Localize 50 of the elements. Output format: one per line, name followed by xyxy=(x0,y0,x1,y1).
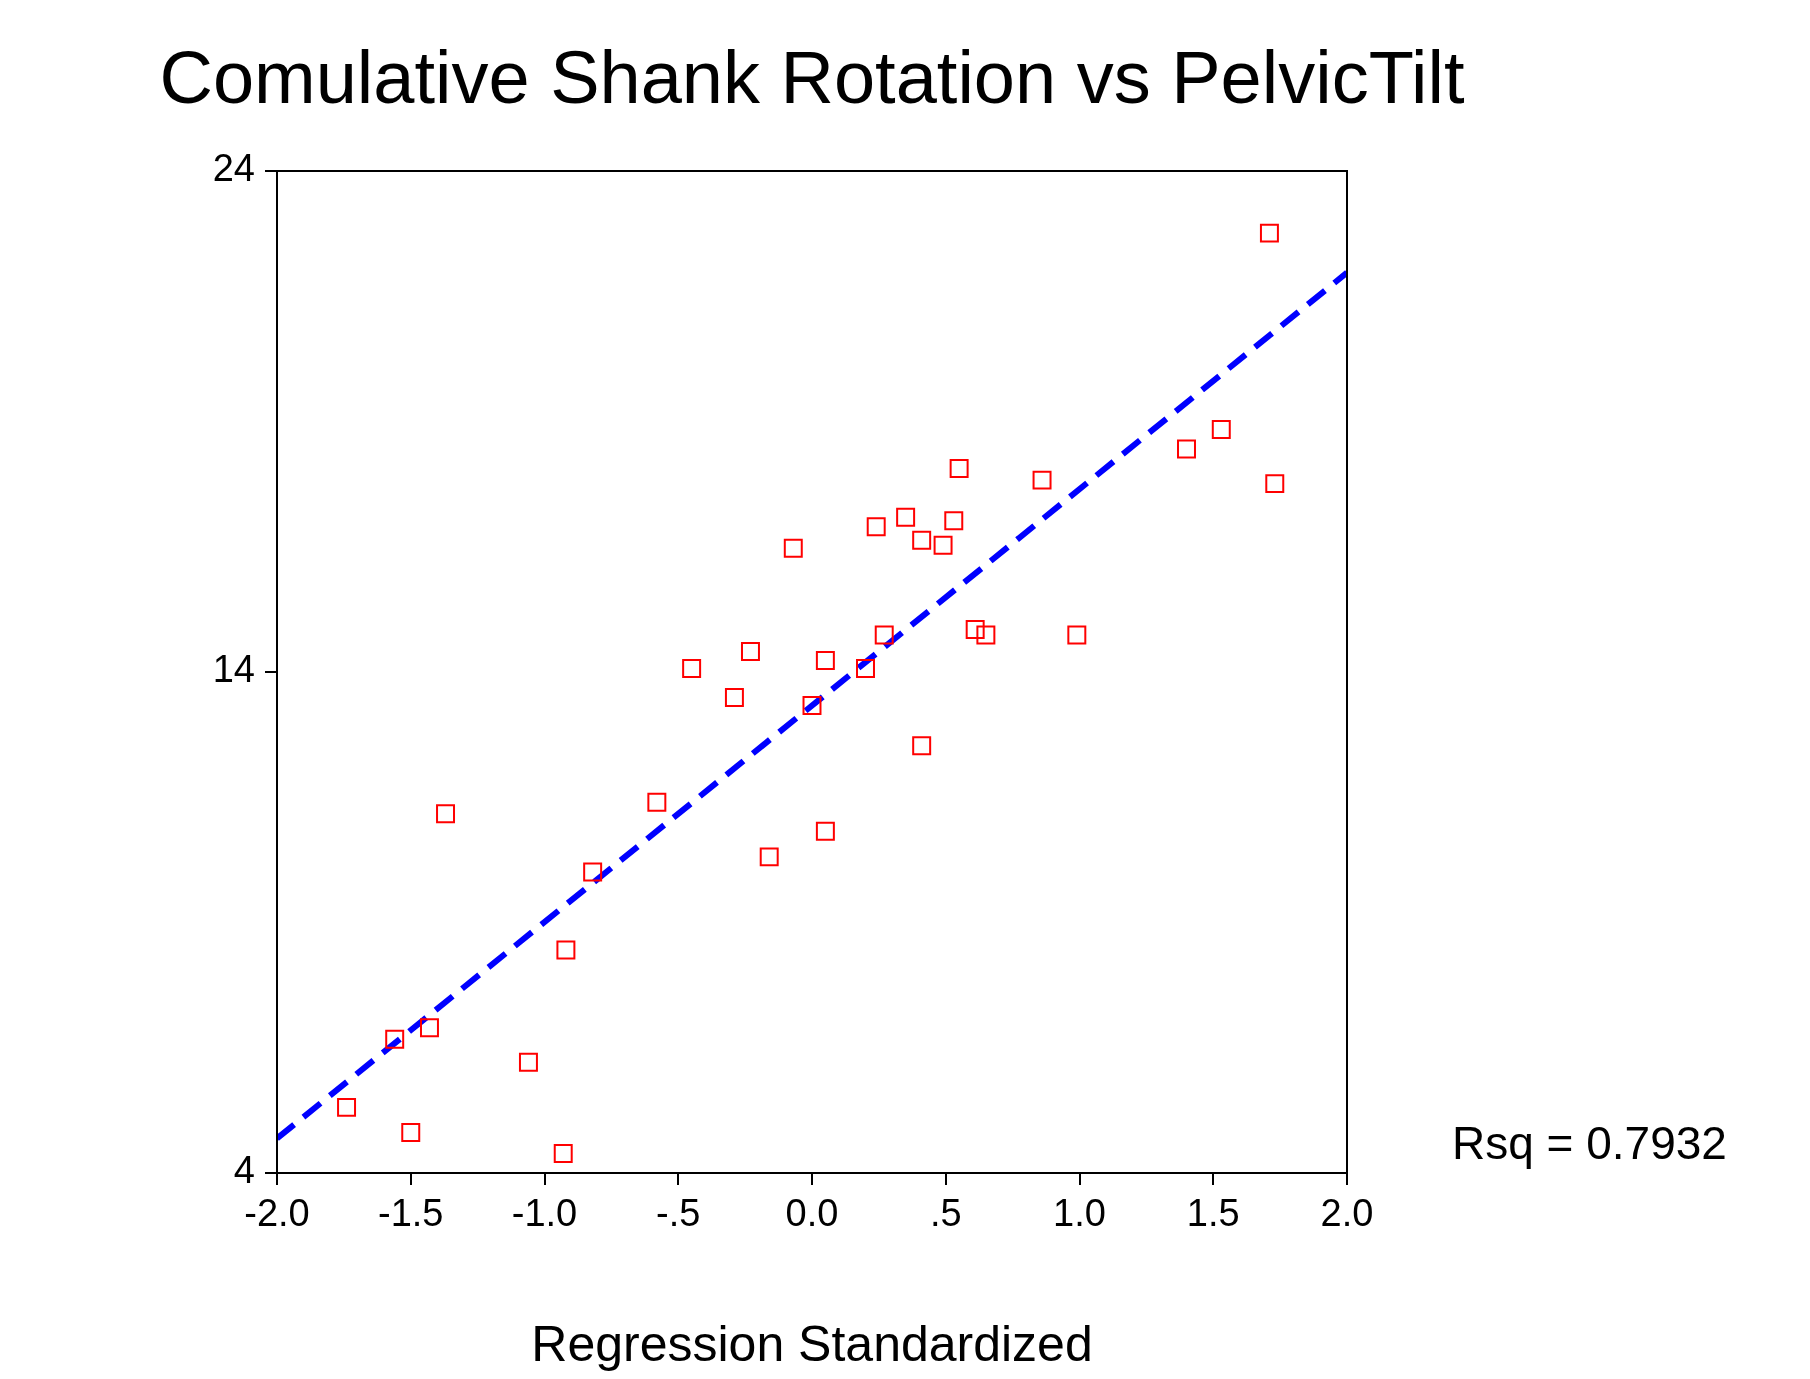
point xyxy=(1177,439,1196,459)
x-tick-label: 2.0 xyxy=(1320,1192,1374,1235)
point xyxy=(815,650,835,670)
point xyxy=(933,535,953,555)
point xyxy=(1032,470,1052,490)
point xyxy=(965,619,985,639)
x-tick-label: .5 xyxy=(929,1192,962,1235)
point xyxy=(553,1143,573,1163)
point xyxy=(401,1122,421,1142)
point xyxy=(337,1097,357,1117)
point xyxy=(802,696,822,716)
point xyxy=(856,659,875,678)
point xyxy=(944,511,964,531)
point xyxy=(976,625,996,645)
x-tick-label: -1.0 xyxy=(511,1192,578,1235)
point xyxy=(896,507,916,527)
point xyxy=(874,625,894,645)
point xyxy=(759,847,779,867)
y-tick-label: 14 xyxy=(212,648,255,691)
point xyxy=(419,1018,439,1038)
x-axis-title: Regression Standardized xyxy=(531,1315,1093,1372)
point xyxy=(583,862,603,882)
x-tick-label: 1.0 xyxy=(1053,1192,1106,1235)
point xyxy=(912,530,932,550)
point xyxy=(436,804,456,824)
point xyxy=(682,659,702,678)
y-tick-label: 24 xyxy=(212,147,255,190)
x-tick-label: 0.0 xyxy=(785,1192,839,1235)
point xyxy=(740,641,760,661)
point xyxy=(647,792,667,812)
chart-title: Comulative Shank Rotation vs PelvicTilt xyxy=(159,36,1465,120)
y-tick-label: 4 xyxy=(233,1149,255,1192)
point xyxy=(866,517,886,537)
text: Rsq = 0.7932 xyxy=(1452,1116,1727,1169)
point xyxy=(385,1029,405,1049)
point xyxy=(724,688,744,708)
point xyxy=(556,940,576,960)
point xyxy=(1067,625,1087,645)
x-tick-label: -1.5 xyxy=(378,1192,444,1235)
point xyxy=(1259,223,1279,243)
point xyxy=(949,459,969,479)
x-tick-label: -2.0 xyxy=(244,1192,310,1235)
x-tick-label: 1.5 xyxy=(1186,1192,1240,1235)
point xyxy=(815,821,835,841)
point xyxy=(518,1052,538,1072)
point xyxy=(912,736,932,756)
point xyxy=(783,538,803,558)
point xyxy=(1265,474,1285,494)
point xyxy=(1211,420,1231,439)
x-tick-label: -.5 xyxy=(656,1192,701,1235)
